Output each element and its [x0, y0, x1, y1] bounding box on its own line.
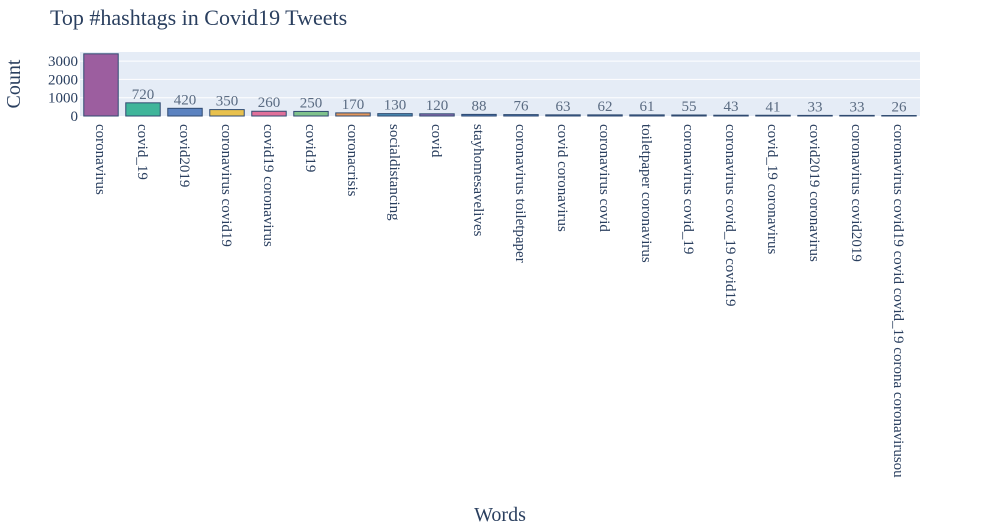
x-tick-label: covid19 coronavirus: [260, 124, 276, 247]
bar: [251, 110, 287, 117]
bar: [629, 114, 665, 117]
x-tick-label: covid_19 coronavirus: [764, 124, 780, 255]
bar: [377, 113, 413, 117]
plot-area: [80, 52, 920, 116]
x-tick-label: coronavirus covid19 covid covid_19 coron…: [890, 124, 906, 478]
x-tick-label: covid19: [302, 124, 318, 172]
x-tick-label: covid: [428, 124, 444, 158]
data-label: 41: [766, 99, 781, 115]
y-tick-label: 1000: [48, 91, 78, 107]
gridlines: [80, 60, 920, 99]
bar: [419, 113, 455, 117]
y-tick-label: 0: [71, 109, 79, 125]
y-tick-label: 2000: [48, 72, 78, 88]
data-label: 26: [892, 100, 908, 116]
bar: [545, 114, 581, 117]
x-tick-label: coronavirus covid19: [218, 124, 234, 247]
data-label: 720: [132, 87, 155, 103]
bar: [797, 114, 833, 117]
data-label: 33: [808, 99, 823, 115]
data-label: 61: [640, 99, 655, 115]
x-tick-label: covid coronavirus: [554, 124, 570, 232]
y-axis-ticks: 0 1000 2000 3000: [48, 54, 78, 125]
x-tick-label: toiletpaper coronavirus: [638, 124, 654, 263]
data-label: 250: [300, 95, 323, 111]
bar: [293, 110, 329, 117]
bar: [335, 112, 371, 117]
data-label: 88: [472, 98, 487, 114]
x-tick-label: coronacrisis: [344, 124, 360, 197]
x-tick-label: stayhomesavelives: [470, 124, 486, 237]
chart-title: Top #hashtags in Covid19 Tweets: [50, 5, 347, 30]
bar: [713, 114, 749, 117]
x-tick-label: covid_19: [134, 124, 150, 180]
x-tick-label: covid2019: [176, 124, 192, 187]
x-tick-label: coronavirus covid_19 covid19: [722, 124, 738, 306]
y-axis-title: Count: [3, 59, 25, 108]
data-label: 33: [850, 99, 865, 115]
bar: [461, 113, 497, 117]
x-tick-label: coronavirus: [92, 124, 108, 195]
bar: [83, 53, 119, 117]
data-label: 63: [556, 99, 571, 115]
data-label: 170: [342, 97, 365, 113]
bar: [167, 107, 203, 117]
x-tick-label: socialdistancing: [386, 124, 402, 221]
bar: [125, 102, 161, 117]
data-label: 43: [724, 99, 739, 115]
data-label: 62: [598, 99, 613, 115]
x-tick-label: coronavirus covid: [596, 124, 612, 232]
x-tick-label: coronavirus toiletpaper: [512, 124, 528, 263]
y-tick-label: 3000: [48, 54, 78, 70]
x-tick-label: covid2019 coronavirus: [806, 124, 822, 262]
bar: [839, 114, 875, 117]
data-label: 55: [682, 99, 697, 115]
bar: [209, 109, 245, 117]
bar: [671, 114, 707, 117]
x-axis-title: Words: [474, 504, 526, 525]
data-label: 260: [258, 95, 281, 111]
data-label: 76: [514, 99, 530, 115]
x-axis-ticks: coronavirus covid_19 covid2019 coronavirus …: [92, 124, 906, 478]
bars: [83, 53, 917, 117]
bar: [755, 114, 791, 117]
bar: [503, 114, 539, 117]
data-label: 130: [384, 98, 407, 114]
x-tick-label: coronavirus covid2019: [848, 124, 864, 262]
bar: [587, 114, 623, 117]
data-label: 420: [174, 92, 197, 108]
data-labels: 720 420 350 260 250 170 130 120 88 76 63 62 61 55 43 41…: [132, 87, 907, 116]
x-tick-label: coronavirus covid_19: [680, 124, 696, 254]
data-label: 350: [216, 94, 239, 110]
data-label: 120: [426, 98, 449, 114]
